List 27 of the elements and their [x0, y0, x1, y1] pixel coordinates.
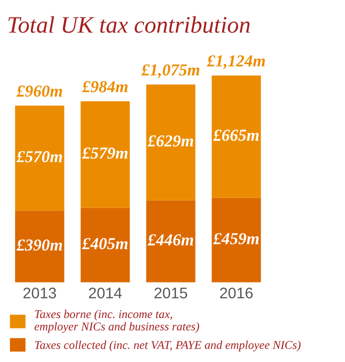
bar	[146, 200, 196, 282]
bar	[80, 101, 130, 208]
data-label: £390m	[16, 239, 62, 251]
bar	[212, 198, 261, 282]
bar	[15, 210, 64, 282]
data-label: £665m	[213, 130, 259, 141]
x-tick-label: 2014	[89, 288, 122, 298]
bar	[212, 76, 261, 198]
data-label: £446m	[148, 234, 194, 246]
x-tick-label: 2016	[220, 288, 253, 298]
x-tick-label: 2013	[23, 288, 56, 298]
data-label: £459m	[213, 233, 259, 244]
data-label: £629m	[148, 135, 194, 147]
data-label: £405m	[82, 238, 128, 250]
total-label: £960m	[16, 85, 62, 97]
data-label: £570m	[16, 151, 62, 162]
total-label: £1,075m	[141, 64, 200, 78]
legend-label: Taxes borne (inc. income tax, employer NICs and business rates)	[34, 310, 200, 333]
data-label: £579m	[82, 148, 128, 159]
legend-label: Taxes collected (inc. net VAT, PAYE and employee NICs)	[35, 340, 301, 352]
total-label: £1,124m	[206, 55, 265, 69]
chart-title: Total UK tax contribution	[8, 16, 250, 33]
x-tick-label: 2015	[154, 288, 188, 298]
total-label: £984m	[82, 81, 128, 92]
bar	[80, 208, 130, 282]
bar	[15, 106, 64, 211]
bar	[146, 84, 196, 200]
